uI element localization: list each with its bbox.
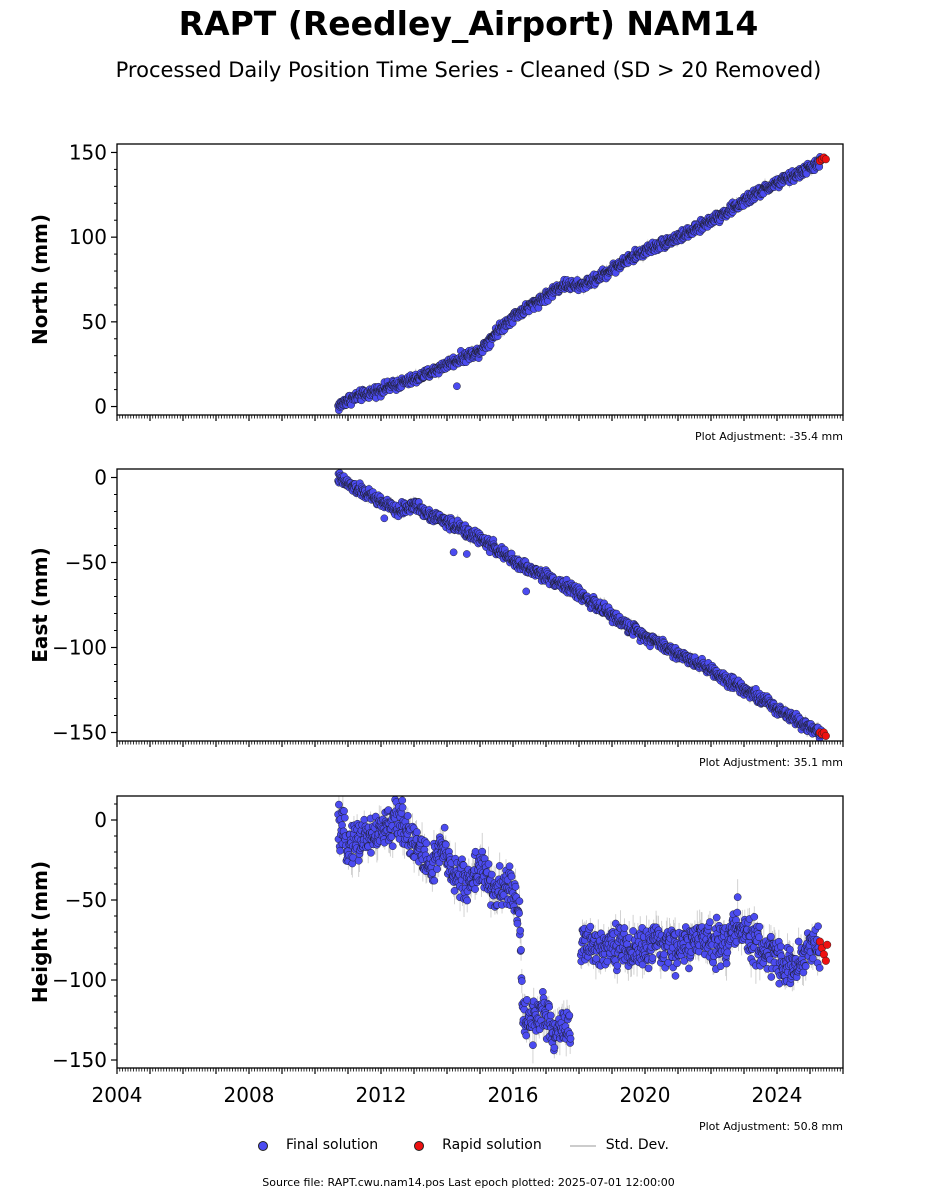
plot-adjustment-label: Plot Adjustment: 35.1 mm — [699, 756, 843, 769]
panel-east: 0 −50 −100 −150 East (mm) Plot Adjustment: 35… — [28, 466, 844, 769]
final-point — [449, 548, 458, 557]
final-point — [336, 846, 344, 855]
plot-area-north — [334, 153, 830, 415]
axes-frame-east — [116, 468, 844, 742]
page-subtitle: Processed Daily Position Time Series - C… — [115, 58, 822, 82]
plot-adjustment-label: Plot Adjustment: -35.4 mm — [695, 430, 843, 443]
final-point — [522, 587, 531, 596]
final-point — [380, 514, 389, 523]
ytick-label: −150 — [52, 721, 107, 745]
rapid-point — [821, 155, 830, 164]
final-point — [341, 813, 349, 822]
page-title: RAPT (Reedley_Airport) NAM14 — [178, 4, 759, 43]
ytick-label: 100 — [69, 225, 107, 249]
axes-frame-north — [116, 143, 844, 416]
final-points-north — [334, 153, 826, 415]
final-point — [462, 550, 471, 558]
final-point — [453, 382, 461, 391]
ytick-label: −100 — [52, 636, 107, 660]
final-point — [335, 800, 343, 809]
final-points-height — [334, 796, 824, 1055]
final-point — [367, 848, 375, 857]
plot-area-height — [334, 796, 832, 1064]
panel-north: 0 50 100 150 North (mm) Plot Adjustment: -35.… — [28, 140, 844, 443]
rapid-points-east — [815, 728, 830, 740]
final-point — [338, 821, 346, 829]
final-point — [360, 815, 369, 824]
rapid-points-north — [815, 153, 830, 165]
ytick-label: −50 — [65, 551, 107, 575]
rapid-point — [821, 731, 830, 740]
ytick-label: 0 — [94, 466, 107, 490]
ytick-label: 50 — [82, 310, 107, 334]
ytick-label: 150 — [69, 140, 107, 164]
final-points-east — [334, 469, 826, 741]
y-axis-label: North (mm) — [28, 214, 52, 345]
final-point — [354, 856, 363, 865]
final-point — [340, 807, 348, 815]
y-axis-label: East (mm) — [28, 547, 52, 663]
plot-area-east — [334, 469, 830, 741]
ytick-label: 0 — [94, 395, 107, 419]
